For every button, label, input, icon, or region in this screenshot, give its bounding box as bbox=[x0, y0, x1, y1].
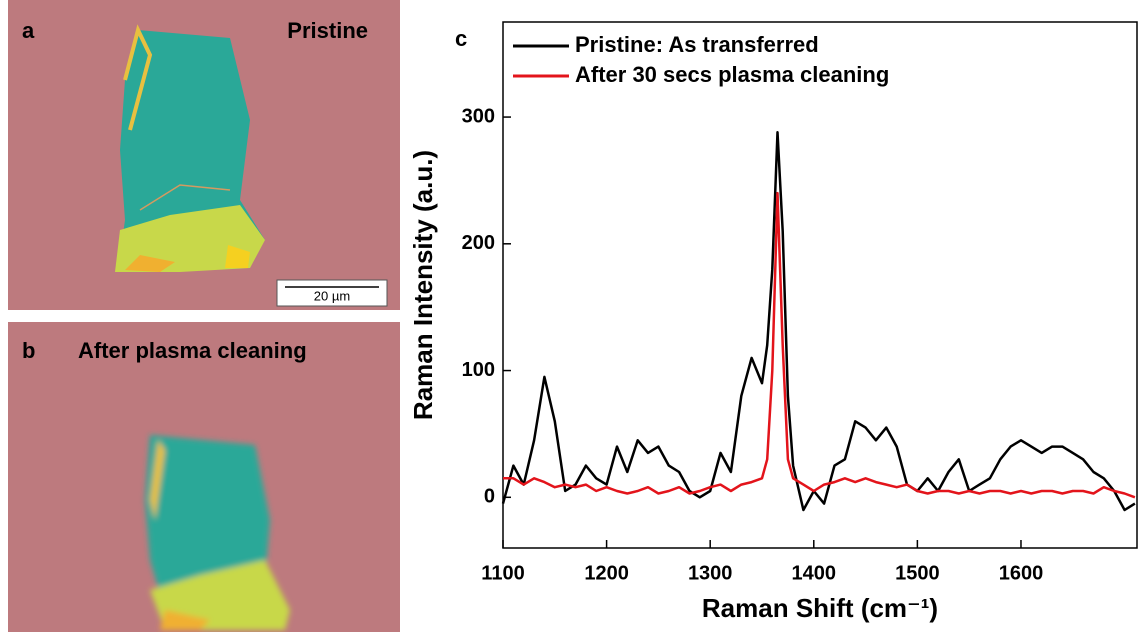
y-tick-label: 100 bbox=[462, 359, 495, 381]
panel-label: a bbox=[22, 18, 35, 43]
y-tick-label: 0 bbox=[484, 486, 495, 508]
panel-label: c bbox=[455, 26, 467, 51]
y-tick-label: 200 bbox=[462, 232, 495, 254]
y-axis-title: Raman Intensity (a.u.) bbox=[408, 150, 438, 420]
y-tick-label: 300 bbox=[462, 105, 495, 127]
x-axis-title: Raman Shift (cm⁻¹) bbox=[702, 593, 938, 623]
legend-label: After 30 secs plasma cleaning bbox=[575, 62, 889, 87]
x-tick-label: 1400 bbox=[792, 562, 837, 584]
panel-caption: After plasma cleaning bbox=[78, 338, 307, 363]
plot-frame bbox=[502, 21, 1138, 549]
x-tick-label: 1300 bbox=[688, 562, 733, 584]
x-tick-label: 1600 bbox=[999, 562, 1044, 584]
x-tick-label: 1100 bbox=[481, 562, 524, 584]
series-line bbox=[503, 191, 1136, 499]
x-tick-label: 1500 bbox=[895, 562, 940, 584]
panel-label: b bbox=[22, 338, 35, 363]
x-tick-label: 1200 bbox=[584, 562, 629, 584]
micrograph-a: 20 µm bbox=[8, 0, 400, 310]
micrograph-b bbox=[8, 322, 400, 632]
legend-label: Pristine: As transferred bbox=[575, 32, 819, 57]
series-line bbox=[501, 131, 1136, 512]
panel-caption: Pristine bbox=[287, 18, 368, 43]
scale-bar-label: 20 µm bbox=[314, 288, 350, 303]
